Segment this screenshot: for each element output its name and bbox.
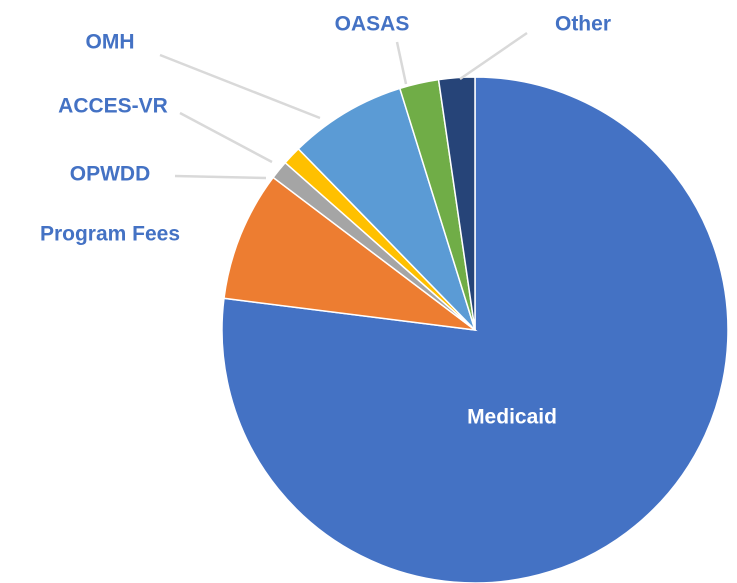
slice-label: OASAS bbox=[335, 13, 410, 36]
leader-line bbox=[174, 174, 267, 180]
leader-line bbox=[159, 53, 321, 120]
slice-label: Program Fees bbox=[40, 223, 180, 246]
slice-label: ACCES-VR bbox=[58, 95, 168, 118]
leader-line bbox=[459, 31, 528, 81]
leader-line bbox=[395, 41, 408, 85]
pie-slice bbox=[223, 176, 478, 332]
slice-label: Other bbox=[555, 13, 611, 36]
slice-label: Medicaid bbox=[467, 406, 557, 429]
pie-slice bbox=[297, 87, 476, 331]
pie-slice bbox=[437, 76, 476, 331]
slice-label: OMH bbox=[86, 31, 135, 54]
slice-label: OPWDD bbox=[70, 163, 151, 186]
leader-line bbox=[179, 111, 273, 164]
